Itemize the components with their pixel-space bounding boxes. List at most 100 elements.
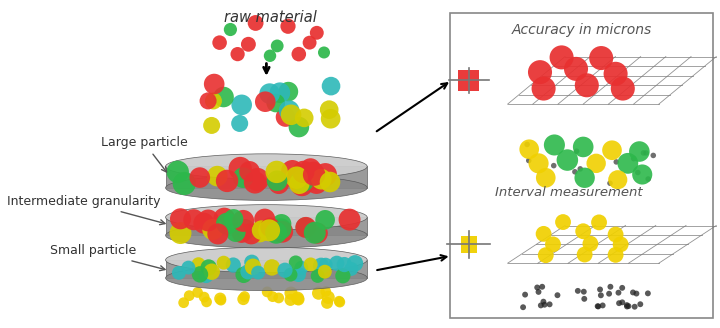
Point (284, 272, 296, 277)
Point (338, 262, 350, 267)
Point (243, 42, 254, 47)
Point (569, 169, 580, 174)
Point (188, 217, 199, 222)
Point (346, 266, 357, 272)
Point (312, 273, 323, 278)
Point (202, 98, 214, 104)
Point (250, 20, 261, 26)
Point (193, 261, 204, 267)
Point (642, 176, 654, 182)
Point (606, 148, 618, 153)
Point (548, 163, 559, 168)
Point (201, 299, 212, 304)
Point (534, 70, 546, 75)
Point (235, 166, 246, 171)
Ellipse shape (166, 247, 367, 273)
Point (319, 269, 330, 274)
Point (228, 262, 239, 268)
Polygon shape (166, 260, 367, 278)
Point (579, 175, 590, 180)
Point (280, 114, 292, 120)
Point (300, 225, 311, 230)
Point (312, 231, 323, 236)
Point (297, 178, 308, 183)
Point (333, 298, 345, 304)
Point (275, 226, 287, 232)
Point (557, 219, 569, 225)
Polygon shape (166, 166, 367, 188)
Point (244, 169, 256, 174)
Point (175, 216, 186, 221)
Point (221, 178, 233, 184)
Point (256, 228, 267, 233)
Point (218, 260, 230, 265)
Point (236, 102, 248, 108)
Point (349, 261, 361, 266)
Point (279, 268, 291, 273)
Point (642, 291, 654, 296)
Point (518, 305, 529, 310)
Point (575, 166, 586, 172)
Point (549, 142, 560, 148)
Point (320, 262, 331, 267)
Point (595, 293, 607, 298)
Point (284, 297, 296, 302)
Point (616, 285, 628, 291)
Point (266, 265, 278, 270)
Point (232, 51, 243, 57)
Point (628, 156, 639, 161)
Ellipse shape (166, 154, 367, 179)
Point (212, 174, 223, 179)
Point (605, 284, 616, 289)
Point (253, 229, 265, 235)
Point (285, 112, 297, 117)
Point (178, 300, 189, 305)
Point (293, 51, 305, 57)
Point (519, 292, 531, 297)
Point (521, 142, 533, 147)
Point (538, 86, 549, 91)
Polygon shape (166, 217, 367, 236)
Point (291, 175, 302, 180)
Point (631, 291, 642, 296)
Point (622, 161, 634, 166)
Text: Accuracy in microns: Accuracy in microns (511, 23, 652, 37)
Point (238, 297, 249, 302)
Point (523, 147, 535, 152)
Point (206, 123, 217, 128)
Point (238, 175, 249, 180)
Point (173, 270, 184, 276)
Point (305, 262, 317, 267)
Point (623, 303, 634, 309)
Point (544, 302, 555, 307)
Point (225, 27, 236, 32)
Point (531, 285, 543, 290)
Point (597, 303, 608, 308)
Point (540, 175, 552, 180)
Point (311, 30, 323, 35)
Point (615, 242, 626, 247)
Point (252, 177, 264, 182)
Point (206, 269, 217, 274)
Point (292, 272, 304, 277)
Point (579, 296, 590, 301)
Point (291, 176, 302, 181)
Point (215, 297, 227, 303)
Point (194, 175, 205, 180)
Point (547, 242, 559, 247)
Point (581, 83, 593, 88)
Point (463, 78, 474, 83)
Point (552, 293, 563, 298)
Point (290, 260, 302, 265)
Point (249, 180, 261, 185)
Point (270, 100, 282, 106)
Point (203, 265, 215, 270)
Point (321, 300, 333, 305)
Point (234, 121, 246, 126)
Point (629, 304, 640, 309)
Point (261, 289, 273, 295)
Point (594, 287, 606, 292)
Point (202, 218, 214, 223)
Point (593, 220, 605, 225)
Point (578, 289, 590, 294)
